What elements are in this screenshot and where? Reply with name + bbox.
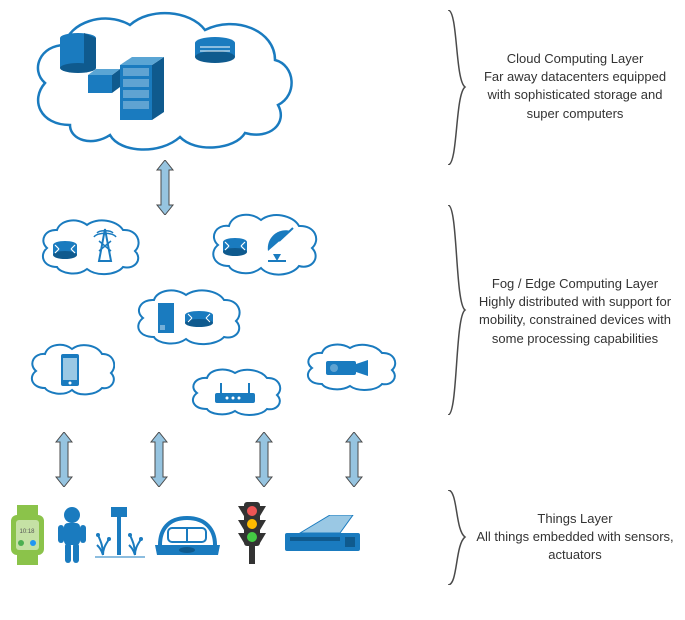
- label-fog-desc: Highly distributed with support for mobi…: [475, 293, 675, 348]
- car-icon: [150, 510, 225, 560]
- fog-cloud-5: [185, 365, 285, 420]
- brace-fog: [445, 205, 467, 415]
- arrow-fog-things-3: [255, 432, 273, 487]
- label-things: Things Layer All things embedded with se…: [475, 510, 675, 565]
- card-reader-icon: [285, 515, 360, 555]
- arrow-fog-things-1: [55, 432, 73, 487]
- label-cloud: Cloud Computing Layer Far away datacente…: [475, 50, 675, 123]
- diagram-canvas: { "colors": { "cloud_stroke": "#1a7bbf",…: [0, 0, 685, 620]
- label-cloud-desc: Far away datacenters equipped with sophi…: [475, 68, 675, 123]
- brace-cloud: [445, 10, 467, 165]
- person-icon: [55, 505, 90, 565]
- arrow-fog-things-4: [345, 432, 363, 487]
- label-cloud-title: Cloud Computing Layer: [475, 50, 675, 68]
- arrow-fog-things-2: [150, 432, 168, 487]
- svg-text:10:18: 10:18: [19, 529, 35, 535]
- plant-sensor-icon: [95, 505, 145, 565]
- label-fog: Fog / Edge Computing Layer Highly distri…: [475, 275, 675, 348]
- brace-things: [445, 490, 467, 585]
- arrow-cloud-to-fog: [155, 160, 175, 215]
- smartwatch-icon: 10:18: [5, 505, 50, 565]
- label-fog-title: Fog / Edge Computing Layer: [475, 275, 675, 293]
- fog-cloud-1: [35, 215, 145, 280]
- fog-cloud-2: [205, 210, 320, 280]
- cloud-layer-cloud: [20, 5, 300, 160]
- label-things-desc: All things embedded with sensors, actuat…: [475, 528, 675, 564]
- fog-cloud-3: [130, 285, 245, 350]
- label-things-title: Things Layer: [475, 510, 675, 528]
- fog-cloud-6: [300, 340, 400, 395]
- fog-cloud-4: [25, 340, 115, 400]
- traffic-light-icon: [232, 500, 272, 565]
